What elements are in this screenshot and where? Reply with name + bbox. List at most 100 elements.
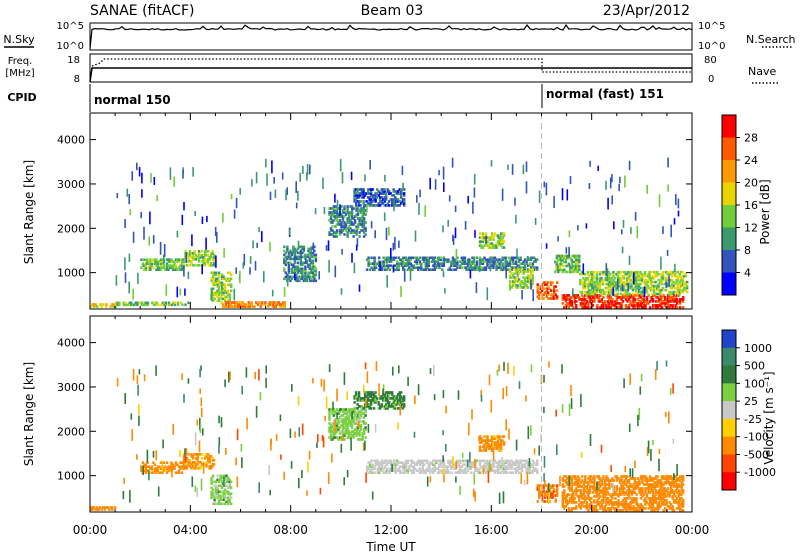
colorbar-tick-label: 24: [744, 154, 758, 167]
data-feature-2: [182, 453, 216, 470]
freq-right-tick-bottom: 0: [708, 74, 714, 85]
colorbar-swatch: [722, 383, 736, 402]
ytick-label: 2000: [57, 222, 85, 235]
xtick-label: 00:00: [73, 523, 108, 537]
n-search-label: N.Search: [746, 33, 796, 46]
ytick-label: 1000: [57, 470, 85, 483]
colorbar-swatch: [722, 115, 736, 138]
cpid-label: CPID: [7, 91, 36, 104]
xtick-label: 00:00: [675, 523, 710, 537]
colorbar-swatch: [722, 227, 736, 251]
colorbar-tick-label: -100: [744, 431, 769, 444]
colorbar-swatch: [722, 205, 736, 228]
noise-sky-line: [89, 23, 693, 50]
data-feature-2: [140, 258, 185, 271]
velocity-panel: 1000 2000 3000 4000 Slant Range [km]: [22, 315, 693, 513]
time-axis: 00:00 04:00 08:00 12:00 16:00 20:00 00:00: [73, 523, 710, 537]
data-feature-7: [478, 435, 506, 452]
ytick-label: 3000: [57, 381, 85, 394]
ytick-label: 2000: [57, 425, 85, 438]
ytick-label: 4000: [57, 337, 85, 350]
colorbar-swatch: [722, 160, 736, 183]
power-colorbar: 4 8 12 16 20 24 28: [721, 114, 758, 296]
nave-line: [91, 58, 692, 73]
ytick-label: 3000: [57, 178, 85, 191]
data-feature-9: [561, 475, 685, 512]
power-panel: 1000 2000 3000 4000 Slant Range [km]: [22, 112, 693, 310]
cpid-mode-normal-fast-151: normal (fast) 151: [546, 87, 664, 101]
beam-title: Beam 03: [361, 3, 424, 19]
data-feature-13: [554, 254, 581, 274]
data-feature-15: [579, 270, 689, 296]
nave-label: Nave: [748, 65, 776, 78]
colorbar-tick-label: 500: [744, 360, 765, 373]
colorbar-swatch: [722, 272, 736, 296]
noise-panel: N.Sky 10^5 10^0 10^5 10^0 N.Search: [3, 21, 795, 52]
colorbar-tick-label: 12: [744, 222, 758, 235]
data-feature-12: [536, 281, 559, 300]
velocity-ylabel: Slant Range [km]: [22, 362, 36, 466]
data-feature-4: [210, 271, 233, 303]
xtick-label: 04:00: [173, 523, 208, 537]
colorbar-swatch: [722, 182, 736, 206]
colorbar-tick-label: 16: [744, 199, 758, 212]
xtick-label: 12:00: [374, 523, 409, 537]
colorbar-swatch: [722, 365, 736, 384]
noise-left-tick-bottom: 10^0: [57, 41, 84, 52]
data-feature-9: [365, 256, 539, 271]
colorbar-swatch: [722, 250, 736, 273]
colorbar-tick-label: 4: [744, 267, 751, 280]
xtick-label: 20:00: [574, 523, 609, 537]
ytick-label: 4000: [57, 134, 85, 147]
colorbar-swatch: [722, 436, 736, 455]
xtick-label: 16:00: [474, 523, 509, 537]
colorbar-tick-label: 20: [744, 177, 758, 190]
freq-line: [89, 67, 692, 83]
time-axis-label: Time UT: [365, 540, 416, 554]
colorbar-swatch: [722, 472, 736, 491]
colorbar-swatch: [722, 454, 736, 473]
frequency-panel: Freq. [MHz] 18 8 80 0 Nave: [5, 53, 780, 85]
data-feature-5: [220, 301, 286, 308]
colorbar-swatch: [722, 347, 736, 367]
freq-left-tick-top: 18: [67, 55, 80, 66]
colorbar-swatch: [722, 137, 736, 161]
data-feature-3: [182, 250, 216, 267]
xtick-label: 08:00: [273, 523, 308, 537]
freq-label-line1: Freq.: [8, 56, 33, 67]
ytick-label: 1000: [57, 267, 85, 280]
colorbar-tick-label: -25: [744, 413, 762, 426]
station-title: SANAE (fitACF): [90, 3, 194, 19]
colorbar-swatch: [722, 330, 736, 349]
freq-left-tick-bottom: 8: [74, 74, 80, 85]
colorbar-tick-label: 8: [744, 244, 751, 257]
data-feature-0: [90, 506, 117, 511]
colorbar-swatch: [722, 401, 736, 420]
noise-right-tick-top: 10^5: [698, 21, 725, 32]
power-ylabel: Slant Range [km]: [22, 160, 36, 264]
colorbar-tick-label: -1000: [744, 466, 776, 479]
n-sky-label: N.Sky: [3, 33, 35, 46]
colorbar-tick-label: 28: [744, 132, 758, 145]
scattered-echoes: [115, 157, 680, 302]
noise-left-tick-top: 10^5: [57, 21, 84, 32]
colorbar-tick-label: 1000: [744, 342, 772, 355]
data-feature-14: [561, 294, 685, 309]
colorbar-tick-label: -500: [744, 448, 769, 461]
data-feature-1: [115, 301, 190, 307]
data-feature-0: [90, 303, 117, 308]
velocity-colorbar-label: Velocity [m s⁻¹]: [762, 371, 776, 464]
colorbar-swatch: [722, 418, 736, 438]
noise-right-tick-bottom: 10^0: [698, 41, 725, 52]
colorbar-tick-label: 25: [744, 395, 758, 408]
power-colorbar-label: Power [dB]: [758, 179, 772, 244]
freq-label-line2: [MHz]: [5, 68, 34, 79]
date-title: 23/Apr/2012: [603, 3, 690, 19]
freq-right-tick-top: 80: [704, 55, 717, 66]
scattered-echoes: [116, 360, 678, 505]
cpid-bar: CPID normal 150 normal (fast) 151: [7, 84, 664, 112]
cpid-mode-normal-150: normal 150: [94, 93, 171, 107]
colorbar-tick-label: 100: [744, 377, 765, 390]
velocity-colorbar: 1000 500 100 25 -25 -100 -500 -1000: [721, 329, 776, 491]
